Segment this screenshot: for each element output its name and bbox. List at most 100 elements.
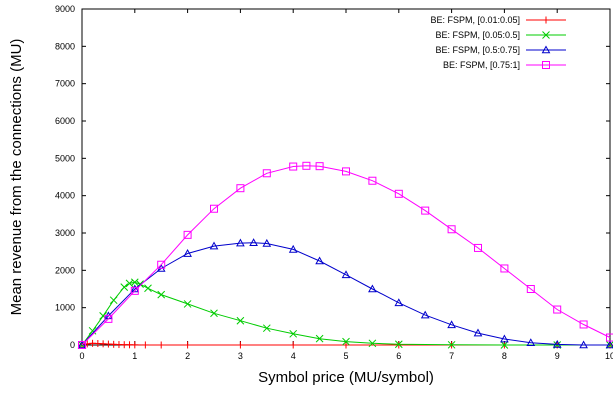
- axis-ticks: 0 1 2 3 4 5 6 7 8 9 10 0 1000 2000 3000 4000 5000 6000 700…: [55, 4, 613, 361]
- data-point: [104, 314, 113, 323]
- series-line: [81, 242, 610, 346]
- x-tick-label: 6: [396, 351, 401, 361]
- legend-marker: [542, 61, 550, 69]
- data-point: [157, 290, 166, 299]
- data-point: [262, 238, 272, 247]
- data-point: [552, 339, 562, 348]
- data-point: [210, 204, 218, 213]
- data-point: [500, 334, 509, 343]
- series-line: [81, 281, 610, 346]
- data-point: [526, 338, 536, 347]
- data-point: [579, 340, 588, 349]
- x-tick-label: 3: [238, 351, 243, 361]
- y-tick-label: 3000: [55, 228, 75, 238]
- data-point: [78, 341, 86, 349]
- data-point: [368, 176, 377, 185]
- y-tick-label: 9000: [55, 4, 75, 14]
- legend-label: BE: FSPM, [0.75:1]: [443, 60, 520, 70]
- legend-item: BE: FSPM, [0.05:0.5]: [435, 30, 566, 40]
- y-tick-label: 6000: [55, 116, 75, 126]
- legend-item: BE: FSPM, [0.01:0.05]: [430, 15, 566, 25]
- data-point: [249, 238, 258, 247]
- data-point: [447, 340, 456, 349]
- data-point: [183, 249, 192, 257]
- data-point: [131, 341, 139, 349]
- data-point: [288, 244, 298, 253]
- data-point: [236, 238, 245, 247]
- data-point: [606, 333, 613, 342]
- data-point: [447, 320, 456, 329]
- data-point: [500, 341, 509, 349]
- legend-marker: [542, 16, 550, 24]
- data-point: [236, 341, 244, 349]
- data-point: [236, 184, 245, 193]
- data-point: [236, 316, 245, 325]
- legend-label: BE: FSPM, [0.05:0.5]: [435, 30, 520, 40]
- y-axis-title: Mean revenue from the connections (MU): [8, 39, 25, 316]
- data-point: [184, 341, 192, 349]
- data-point: [421, 206, 430, 215]
- data-point: [88, 326, 97, 335]
- y-tick-label: 1000: [55, 303, 75, 313]
- y-tick-label: 4000: [55, 191, 75, 201]
- data-point: [289, 162, 298, 171]
- series-layer: [77, 161, 613, 349]
- data-point: [368, 339, 377, 348]
- data-point: [473, 328, 483, 337]
- data-point: [120, 283, 129, 291]
- data-point: [83, 340, 91, 348]
- data-point: [289, 329, 298, 338]
- data-point: [341, 270, 351, 279]
- y-tick-label: 2000: [55, 265, 75, 275]
- data-point: [315, 334, 324, 343]
- data-point: [579, 320, 588, 329]
- data-point: [342, 337, 350, 346]
- y-tick-label: 8000: [55, 41, 75, 51]
- legend-label: BE: FSPM, [0.5:0.75]: [435, 45, 520, 55]
- data-point: [315, 256, 324, 265]
- data-point: [342, 341, 350, 349]
- data-point: [447, 225, 456, 234]
- y-tick-label: 7000: [55, 79, 75, 89]
- x-tick-label: 8: [502, 351, 507, 361]
- legend: BE: FSPM, [0.01:0.05] BE: FSPM, [0.05:0.5…: [430, 15, 566, 70]
- y-tick-label: 0: [70, 340, 75, 350]
- data-point: [420, 310, 430, 319]
- data-point: [315, 162, 324, 171]
- data-point: [474, 243, 482, 252]
- series-2: [78, 278, 613, 349]
- data-point: [183, 300, 192, 308]
- data-point: [262, 324, 271, 333]
- legend-marker: [541, 45, 551, 54]
- x-tick-label: 5: [343, 351, 348, 361]
- x-tick-label: 9: [555, 351, 560, 361]
- x-tick-label: 0: [79, 351, 84, 361]
- legend-marker: [542, 31, 550, 39]
- data-point: [130, 286, 139, 295]
- data-point: [209, 241, 219, 250]
- data-point: [500, 264, 509, 273]
- legend-item: BE: FSPM, [0.75:1]: [443, 60, 566, 70]
- x-axis-title: Symbol price (MU/symbol): [258, 369, 434, 386]
- data-point: [289, 341, 297, 349]
- data-point: [77, 340, 87, 349]
- x-tick-label: 7: [449, 351, 454, 361]
- data-point: [157, 341, 165, 349]
- data-point: [394, 298, 404, 307]
- data-point: [553, 305, 562, 314]
- data-point: [157, 260, 166, 269]
- data-point: [605, 340, 613, 349]
- data-point: [141, 341, 149, 349]
- data-point: [262, 169, 271, 178]
- data-point: [394, 189, 403, 198]
- data-point: [342, 167, 350, 176]
- data-point: [302, 161, 311, 170]
- data-point: [183, 230, 192, 239]
- legend-item: BE: FSPM, [0.5:0.75]: [435, 45, 566, 55]
- data-point: [144, 284, 152, 293]
- series-4: [78, 161, 613, 349]
- data-point: [210, 309, 218, 318]
- legend-label: BE: FSPM, [0.01:0.05]: [430, 15, 520, 25]
- data-point: [526, 285, 535, 293]
